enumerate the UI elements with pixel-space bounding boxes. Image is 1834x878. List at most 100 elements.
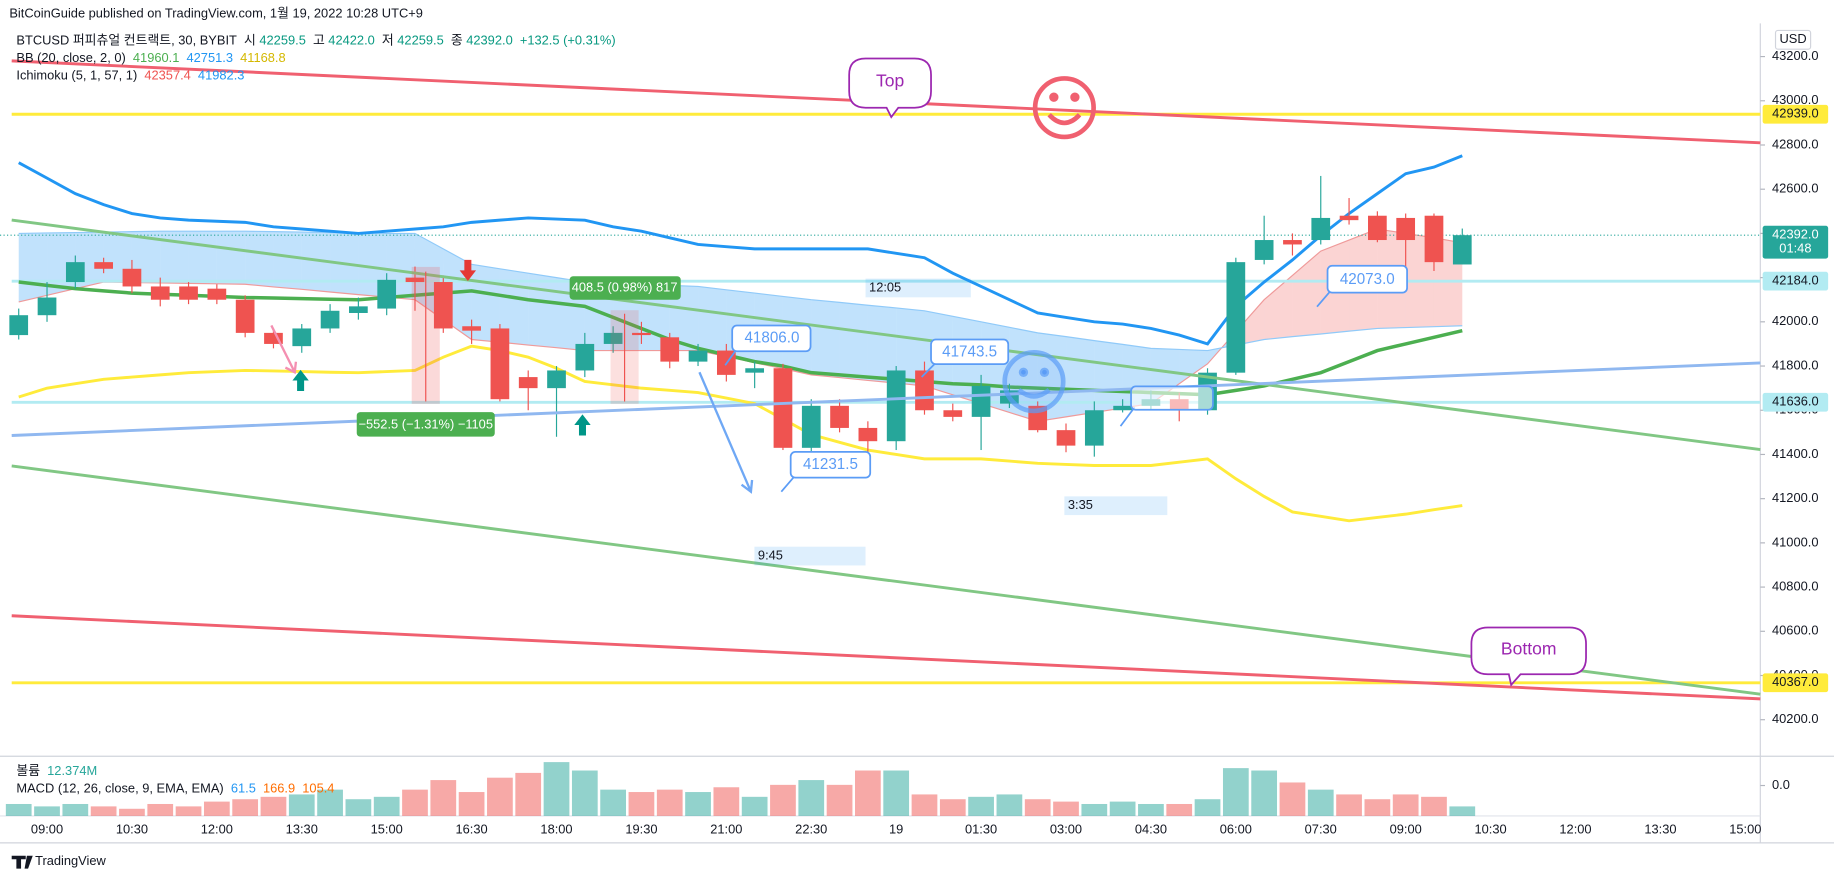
volume-bar (373, 796, 400, 816)
candle-body (518, 377, 538, 389)
volume-bar (1081, 803, 1108, 816)
price-label: 42939.0 (1772, 106, 1818, 121)
macd-tick-label: 0.0 (1772, 777, 1790, 792)
candle-body (1113, 405, 1132, 411)
cloud-segment (160, 231, 189, 284)
volume-bar (883, 770, 910, 816)
price-label: 40367.0 (1772, 674, 1818, 689)
indicator-name: MACD (12, 26, close, 9, EMA, EMA) (16, 782, 224, 797)
cloud-segment (1094, 340, 1123, 413)
smiley (1002, 350, 1066, 414)
volume-bar (119, 808, 145, 816)
trend-line (11, 614, 1761, 701)
indicator-name: 볼륨 (16, 764, 41, 779)
candle-body (943, 410, 963, 417)
volume-bar (1336, 794, 1362, 816)
candle-body (858, 427, 878, 442)
candle-body (1254, 240, 1274, 260)
cloud-segment (273, 231, 302, 290)
indicator-value: 166.9 (262, 782, 296, 797)
time-range-box (754, 546, 866, 566)
legend-row: BB (20, close, 2, 0) 41960.1 42751.3 411… (16, 50, 289, 66)
volume-bar (798, 780, 825, 816)
price-callout (789, 451, 872, 479)
legend-row: Ichimoku (5, 1, 57, 1) 42357.4 41982.3 (16, 68, 248, 84)
volume-bar (685, 792, 711, 816)
volume-bar (826, 784, 853, 816)
price-label: 41636.0 (1772, 394, 1818, 409)
current-price-box (1762, 225, 1829, 259)
volume-bar (939, 799, 966, 816)
y-tick-label: 41800.0 (1772, 357, 1818, 372)
cloud-segment (216, 231, 246, 285)
indicator-value: 105.4 (302, 782, 335, 797)
volume-bar (996, 794, 1023, 816)
countdown-label: 01:48 (1779, 241, 1811, 256)
callout-bubble (848, 57, 932, 119)
cloud-segment (698, 286, 727, 357)
volume-bar (571, 770, 598, 816)
candle-body (1311, 217, 1331, 241)
cloud-segment (528, 273, 557, 348)
candle-body (235, 299, 255, 333)
price-label: 42184.0 (1772, 273, 1818, 288)
volume-bar (628, 792, 655, 816)
indicator-value: 42751.3 (186, 51, 233, 66)
cloud-segment (1264, 275, 1293, 340)
cloud-segment (301, 232, 331, 292)
y-tick-label: 41000.0 (1772, 534, 1818, 549)
candle-body (688, 350, 708, 362)
published-note: BitCoinGuide published on TradingView.co… (9, 5, 423, 20)
candle-body (1368, 215, 1387, 241)
candle-body (547, 370, 566, 389)
measure-label: −552.5 (−1.31%) −1105 (359, 416, 493, 431)
y-tick-label: 42000.0 (1772, 313, 1818, 328)
y-tick-label: 40200.0 (1772, 711, 1818, 726)
y-tick-label: 42800.0 (1772, 136, 1818, 151)
x-tick-label: 10:30 (1475, 821, 1507, 836)
price-callout-text: 41806.0 (744, 329, 799, 346)
ichimoku-span-b (18, 230, 1463, 352)
bb-basis (18, 280, 1463, 397)
y-tick-label: 41400.0 (1772, 446, 1818, 461)
candle-body (320, 310, 340, 329)
candle-body (603, 332, 623, 344)
candle-body (773, 368, 793, 448)
legend-row: BTCUSD 퍼피츄얼 컨트랙트, 30, BYBIT 시 42259.5 고 42… (16, 33, 619, 49)
candle-body (1283, 240, 1302, 245)
ohlc-value: 42422.0 (328, 33, 375, 48)
volume-bar (1307, 789, 1334, 816)
cloud-segment (811, 299, 840, 378)
volume-bar (402, 789, 428, 816)
price-label-box (1762, 104, 1829, 124)
callout-leader (921, 362, 937, 378)
indicator-value: 42357.4 (144, 69, 191, 84)
candle-body (122, 268, 142, 287)
candle-body (1056, 430, 1076, 446)
callout-leader (1316, 289, 1332, 308)
x-tick-label: 06:00 (1220, 821, 1252, 836)
candle-body (1424, 215, 1444, 263)
y-tick-label: 41200.0 (1772, 490, 1818, 505)
time-range-label: 3:35 (1068, 497, 1093, 512)
volume-bar (770, 784, 796, 816)
volume-bar (1138, 803, 1164, 816)
time-range-label: 9:45 (758, 547, 783, 562)
volume-bar (458, 792, 485, 816)
y-tick-label: 42600.0 (1772, 181, 1818, 196)
volume-bar (34, 806, 60, 816)
candle-body (433, 282, 453, 329)
x-tick-label: 12:00 (1559, 821, 1591, 836)
candle-body (1084, 410, 1104, 446)
cloud-segment (839, 302, 868, 381)
trend-line (11, 361, 1761, 437)
volume-bar (1109, 801, 1136, 816)
price-callout-text: 41743.5 (942, 343, 997, 360)
y-tick-label: 43200.0 (1772, 48, 1818, 63)
candle-body (745, 368, 765, 373)
indicator-name: Ichimoku (5, 1, 57, 1) (16, 69, 138, 84)
measure-label-box (356, 412, 495, 437)
cloud-segment (669, 285, 699, 351)
volume-bar (515, 772, 542, 816)
x-tick-label: 07:30 (1305, 821, 1337, 836)
